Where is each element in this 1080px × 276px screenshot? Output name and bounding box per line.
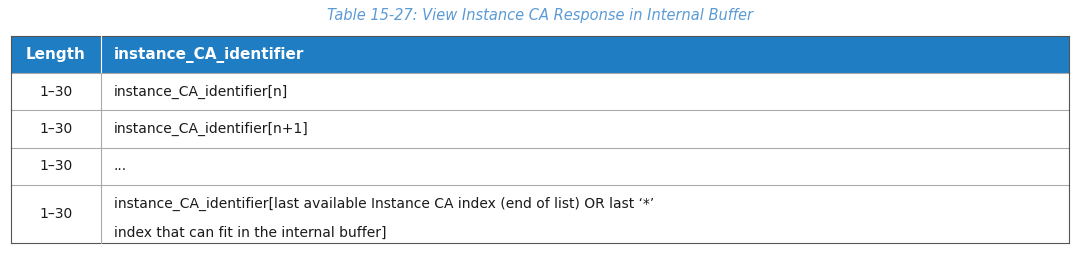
- Bar: [11, 185, 1069, 243]
- Text: index that can fit in the internal buffer]: index that can fit in the internal buffe…: [113, 226, 387, 240]
- Text: Length: Length: [26, 47, 85, 62]
- Bar: [11, 73, 1069, 110]
- Bar: [11, 148, 1069, 185]
- Bar: [11, 110, 1069, 148]
- Text: instance_CA_identifier[last available Instance CA index (end of list) OR last ‘*: instance_CA_identifier[last available In…: [113, 197, 654, 211]
- Text: instance_CA_identifier[n]: instance_CA_identifier[n]: [113, 85, 288, 99]
- Text: ...: ...: [113, 159, 126, 173]
- Text: instance_CA_identifier: instance_CA_identifier: [113, 47, 305, 62]
- Text: 1–30: 1–30: [39, 159, 72, 173]
- Text: 1–30: 1–30: [39, 122, 72, 136]
- Text: instance_CA_identifier[n+1]: instance_CA_identifier[n+1]: [113, 122, 309, 136]
- Text: 1–30: 1–30: [39, 207, 72, 221]
- Text: 1–30: 1–30: [39, 85, 72, 99]
- Bar: [11, 36, 1069, 73]
- Text: Table 15-27: View Instance CA Response in Internal Buffer: Table 15-27: View Instance CA Response i…: [327, 8, 753, 23]
